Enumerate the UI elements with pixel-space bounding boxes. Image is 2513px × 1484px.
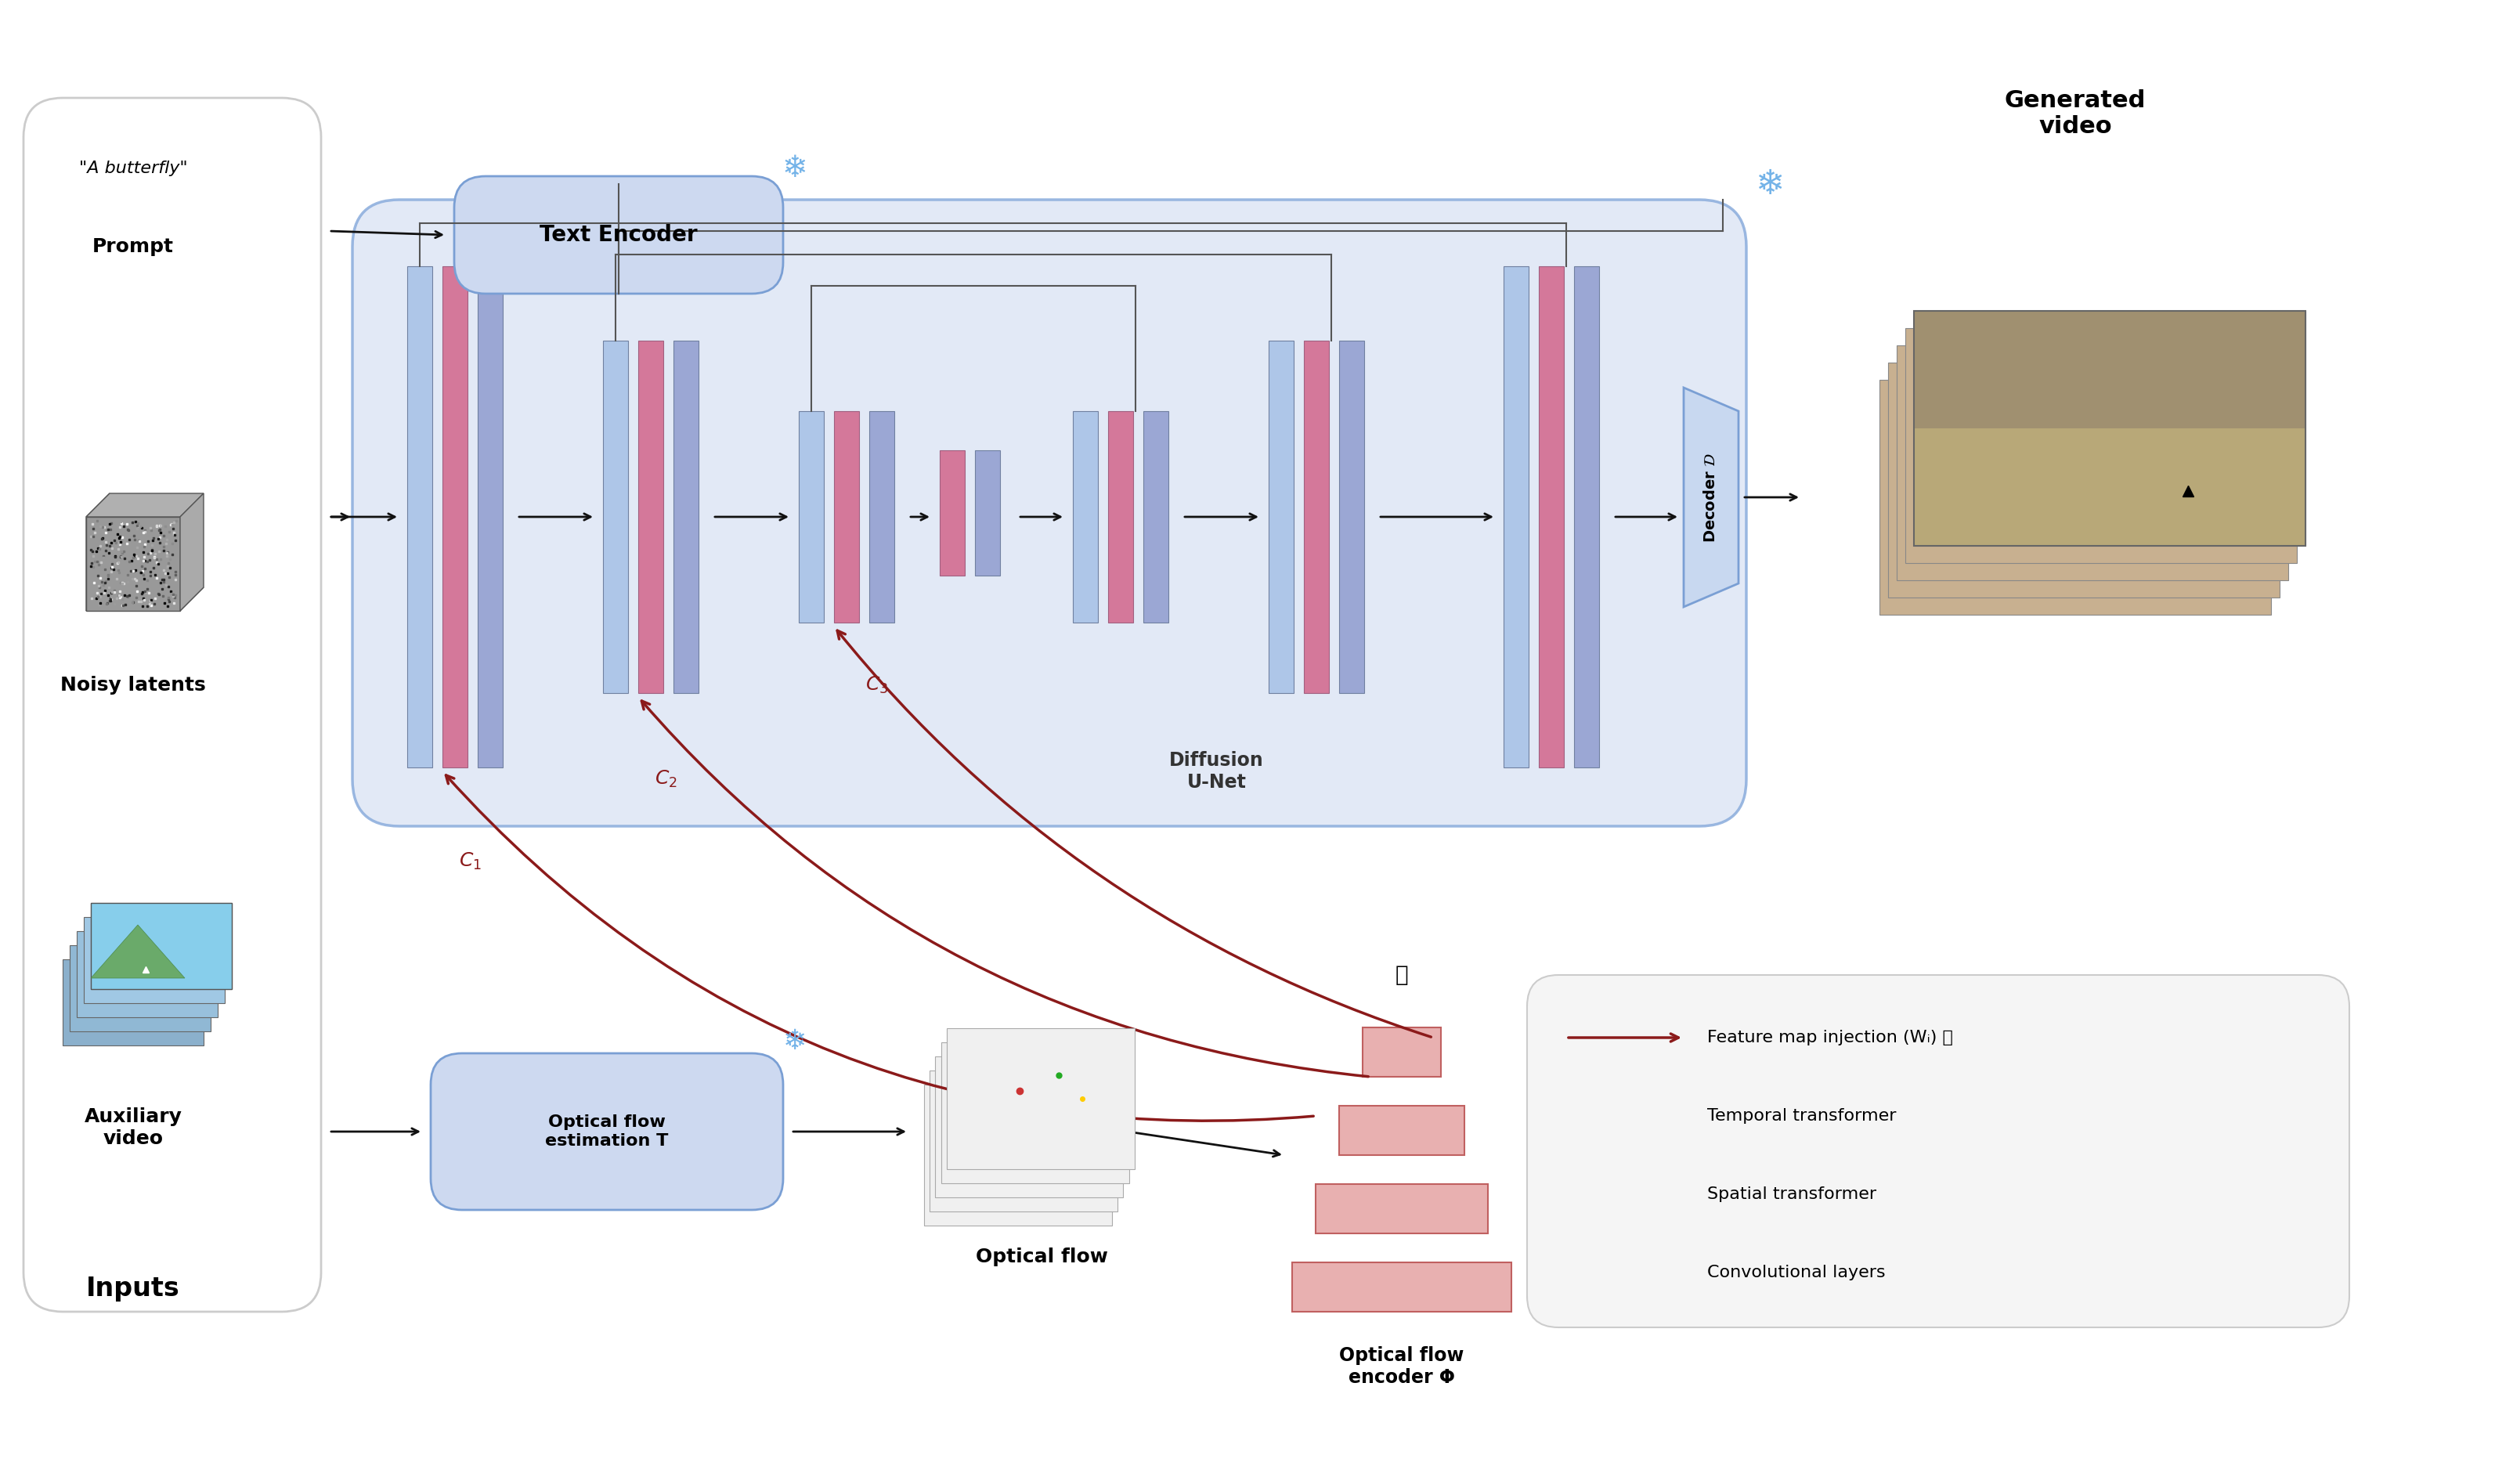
Bar	[1503, 266, 1528, 767]
FancyBboxPatch shape	[1528, 975, 2350, 1327]
FancyBboxPatch shape	[455, 177, 784, 294]
Text: Feature map injection (Wᵢ) 🔥: Feature map injection (Wᵢ) 🔥	[1706, 1030, 1953, 1045]
Bar	[442, 266, 467, 767]
Bar	[799, 411, 824, 623]
FancyBboxPatch shape	[83, 917, 224, 1003]
Polygon shape	[90, 925, 186, 978]
FancyBboxPatch shape	[1915, 429, 2304, 546]
Bar	[1304, 341, 1329, 693]
FancyBboxPatch shape	[1887, 362, 2279, 598]
Bar	[1073, 411, 1098, 623]
Text: Optical flow
encoder Φ: Optical flow encoder Φ	[1339, 1346, 1465, 1388]
Polygon shape	[85, 588, 204, 611]
FancyBboxPatch shape	[1292, 1263, 1510, 1312]
Bar	[1566, 1175, 1684, 1214]
Bar	[869, 411, 895, 623]
FancyArrowPatch shape	[837, 631, 1430, 1037]
FancyBboxPatch shape	[1339, 1106, 1465, 1155]
FancyBboxPatch shape	[78, 930, 219, 1017]
Bar	[407, 266, 432, 767]
FancyBboxPatch shape	[1362, 1027, 1440, 1077]
Text: ❄: ❄	[1754, 168, 1784, 200]
FancyBboxPatch shape	[947, 1028, 1133, 1169]
FancyBboxPatch shape	[930, 1070, 1118, 1211]
FancyArrowPatch shape	[445, 775, 1314, 1120]
Text: Diffusion
U-Net: Diffusion U-Net	[1169, 751, 1264, 791]
Polygon shape	[181, 493, 204, 611]
FancyBboxPatch shape	[940, 1042, 1128, 1183]
FancyBboxPatch shape	[70, 945, 211, 1031]
Text: Decoder $\mathcal{D}$: Decoder $\mathcal{D}$	[1704, 453, 1719, 543]
FancyBboxPatch shape	[352, 200, 1747, 827]
FancyBboxPatch shape	[935, 1057, 1123, 1198]
Bar	[1339, 341, 1365, 693]
FancyBboxPatch shape	[1915, 310, 2304, 546]
Text: $C_2$: $C_2$	[653, 769, 676, 789]
Text: ❄: ❄	[784, 1028, 807, 1055]
Text: "A butterfly": "A butterfly"	[78, 160, 188, 177]
FancyBboxPatch shape	[1915, 310, 2304, 429]
Text: Text Encoder: Text Encoder	[540, 224, 699, 246]
Text: Convolutional layers: Convolutional layers	[1706, 1264, 1885, 1281]
Bar	[1566, 1252, 1684, 1293]
FancyBboxPatch shape	[23, 98, 322, 1312]
Text: $C_3$: $C_3$	[864, 675, 890, 696]
Text: Prompt: Prompt	[93, 237, 173, 257]
FancyBboxPatch shape	[90, 902, 231, 988]
Text: ❄: ❄	[782, 153, 807, 183]
Text: Generated
video: Generated video	[2005, 89, 2146, 138]
Text: $C_1$: $C_1$	[457, 852, 480, 871]
Bar	[1143, 411, 1169, 623]
FancyBboxPatch shape	[430, 1054, 784, 1209]
Bar	[975, 450, 1000, 576]
Bar	[1108, 411, 1133, 623]
Bar	[1573, 266, 1598, 767]
Bar	[1269, 341, 1294, 693]
FancyBboxPatch shape	[1880, 380, 2272, 614]
Polygon shape	[85, 493, 111, 611]
FancyBboxPatch shape	[1905, 328, 2297, 562]
Bar	[940, 450, 965, 576]
Text: Optical flow: Optical flow	[975, 1248, 1108, 1266]
Text: Optical flow
estimation Τ: Optical flow estimation Τ	[545, 1114, 668, 1149]
Text: Noisy latents: Noisy latents	[60, 675, 206, 695]
Bar	[603, 341, 628, 693]
Polygon shape	[85, 516, 181, 611]
Bar	[1538, 266, 1563, 767]
FancyBboxPatch shape	[1897, 346, 2289, 580]
FancyBboxPatch shape	[63, 959, 204, 1045]
Text: Spatial transformer: Spatial transformer	[1706, 1186, 1877, 1202]
Bar	[834, 411, 859, 623]
Bar	[673, 341, 699, 693]
Polygon shape	[1684, 387, 1739, 607]
FancyBboxPatch shape	[925, 1085, 1113, 1226]
FancyBboxPatch shape	[90, 902, 231, 988]
Text: Temporal transformer: Temporal transformer	[1706, 1109, 1897, 1123]
FancyBboxPatch shape	[1317, 1184, 1488, 1233]
Text: Auxiliary
video: Auxiliary video	[85, 1107, 181, 1149]
FancyArrowPatch shape	[641, 700, 1367, 1076]
Polygon shape	[85, 493, 204, 516]
Text: Inputs: Inputs	[85, 1275, 181, 1301]
Bar	[477, 266, 503, 767]
Text: 🔥: 🔥	[1395, 965, 1407, 985]
Bar	[638, 341, 663, 693]
Bar	[1566, 1097, 1684, 1135]
